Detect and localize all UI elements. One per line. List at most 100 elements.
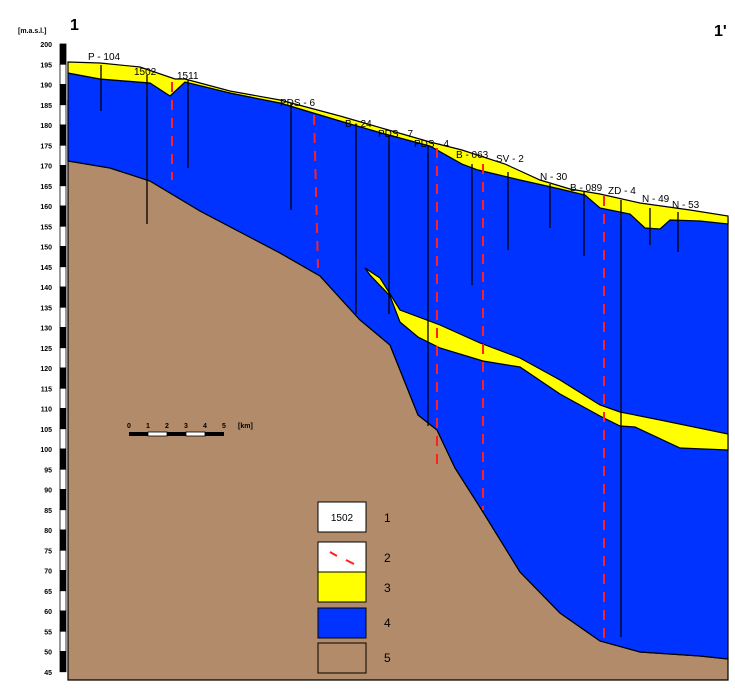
axis-tick-label: 90 xyxy=(44,488,52,495)
borehole-label: PDS - 4 xyxy=(414,139,449,150)
axis-bar-segment xyxy=(59,205,67,227)
legend-number: 2 xyxy=(384,551,391,565)
borehole-label: ZD - 4 xyxy=(608,186,636,197)
axis-bar-segment xyxy=(59,489,67,511)
legend-number: 3 xyxy=(384,581,391,595)
legend-swatch-fault xyxy=(317,541,367,573)
legend-number: 5 xyxy=(384,651,391,665)
axis-bar-segment xyxy=(59,84,67,106)
axis-tick-label: 85 xyxy=(44,508,52,515)
axis-bar-segment xyxy=(59,225,67,247)
axis-tick-label: 160 xyxy=(40,204,52,211)
borehole-label: N - 53 xyxy=(672,200,700,211)
axis-tick-label: 140 xyxy=(40,285,52,292)
axis-tick-label: 190 xyxy=(40,83,52,90)
borehole-label: B - 24 xyxy=(345,119,372,130)
borehole-label: N - 49 xyxy=(642,194,670,205)
axis-bar-segment xyxy=(59,306,67,328)
axis-tick-label: 175 xyxy=(40,143,52,150)
legend-number: 4 xyxy=(384,616,391,630)
axis-bar-segment xyxy=(59,590,67,612)
axis-bar-segment xyxy=(59,630,67,652)
borehole-label: SV - 2 xyxy=(496,154,524,165)
borehole-label: N - 30 xyxy=(540,172,568,183)
axis-tick-label: 50 xyxy=(44,650,52,657)
axis-bar-segment xyxy=(59,286,67,308)
axis-bar-segment xyxy=(59,266,67,288)
borehole-label: P - 104 xyxy=(88,52,120,63)
axis-unit-label: [m.a.s.l.] xyxy=(18,28,46,35)
legend-fault-dash xyxy=(345,559,355,565)
scale-bar-segment xyxy=(205,432,224,436)
axis-tick-label: 130 xyxy=(40,326,52,333)
axis-tick-label: 105 xyxy=(40,427,52,434)
legend-swatch-basement xyxy=(317,642,367,674)
legend-swatch-borehole xyxy=(317,501,367,533)
axis-bar-segment xyxy=(59,43,67,65)
axis-tick-label: 115 xyxy=(41,386,52,393)
borehole-label: PDS - 6 xyxy=(280,98,315,109)
borehole-label: B - 063 xyxy=(456,150,489,161)
axis-tick-label: 110 xyxy=(41,407,52,414)
geologic-layers xyxy=(67,61,729,681)
axis-tick-label: 150 xyxy=(40,245,52,252)
axis-bar-segment xyxy=(59,327,67,349)
scale-tick-label: 4 xyxy=(203,423,207,430)
axis-tick-label: 100 xyxy=(40,447,52,454)
borehole-lines xyxy=(100,65,679,637)
legend-number: 1 xyxy=(384,511,391,525)
axis-bar-segment xyxy=(59,448,67,470)
layer-3-surface-sand xyxy=(67,61,729,230)
axis-bar-segment xyxy=(59,367,67,389)
scale-bar-segment xyxy=(147,431,168,437)
borehole-labels: P - 104 1502 1511 PDS - 6 B - 24 PDS - 7… xyxy=(88,52,700,211)
scale-tick-label: 3 xyxy=(184,423,188,430)
axis-tick-labels: 200 195 190 185 180 175 170 165 160 155 150 145 140 1… xyxy=(40,42,52,677)
scale-bar-segment xyxy=(129,432,148,436)
axis-tick-label: 80 xyxy=(44,528,52,535)
axis-tick-label: 165 xyxy=(40,184,52,191)
axis-bar-segment xyxy=(59,570,67,592)
legend-fault-dash xyxy=(329,551,338,557)
borehole-label: 1511 xyxy=(177,71,199,82)
scale-tick-label: 2 xyxy=(165,423,169,430)
axis-bar-segment xyxy=(59,144,67,166)
axis-bar xyxy=(59,43,67,673)
axis-bar-segment xyxy=(59,549,67,571)
axis-tick-label: 45 xyxy=(44,670,52,677)
axis-bar-segment xyxy=(59,610,67,632)
layer-3-sand-wedge xyxy=(364,267,729,451)
axis-tick-label: 55 xyxy=(44,629,52,636)
scale-bar-segment xyxy=(167,432,186,436)
borehole-label: PDS - 7 xyxy=(378,129,413,140)
scale-bar: 0 1 2 3 4 5 [km] xyxy=(127,423,253,437)
scale-bar-segment xyxy=(185,431,206,437)
axis-bar-segment xyxy=(59,165,67,187)
elevation-axis: [m.a.s.l.] 200 195 190 185 180 175 170 165 160 15… xyxy=(18,28,67,677)
axis-tick-label: 195 xyxy=(40,62,52,69)
legend-swatch-sample-text: 1502 xyxy=(331,513,354,524)
scale-tick-label: 5 xyxy=(222,423,226,430)
legend-swatch-sand xyxy=(317,571,367,603)
axis-tick-label: 60 xyxy=(44,609,52,616)
axis-tick-label: 75 xyxy=(44,548,52,555)
axis-bar-segment xyxy=(59,428,67,450)
axis-bar-segment xyxy=(59,651,67,673)
axis-tick-label: 65 xyxy=(44,589,52,596)
section-start-label: 1 xyxy=(70,17,79,34)
axis-tick-label: 155 xyxy=(40,224,52,231)
axis-bar-segment xyxy=(59,246,67,268)
axis-bar-segment xyxy=(59,185,67,207)
axis-bar-segment xyxy=(59,509,67,531)
axis-bar-segment xyxy=(59,63,67,85)
axis-bar-segment xyxy=(59,104,67,126)
scale-tick-label: 0 xyxy=(127,423,131,430)
borehole-label: 1502 xyxy=(134,67,157,78)
axis-tick-label: 180 xyxy=(40,123,52,130)
axis-bar-segment xyxy=(59,529,67,551)
scale-tick-label: 1 xyxy=(146,423,150,430)
section-end-label: 1' xyxy=(714,23,727,40)
axis-tick-label: 125 xyxy=(40,346,52,353)
